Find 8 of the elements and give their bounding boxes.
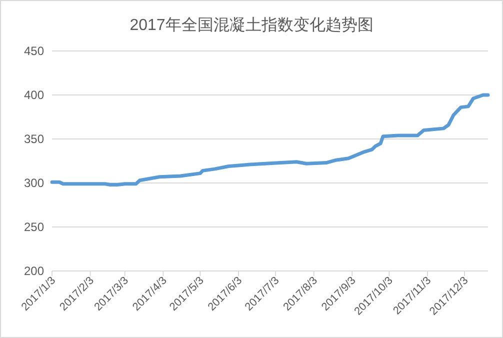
line-series <box>50 93 490 187</box>
y-tick-label: 350 <box>24 132 44 146</box>
y-tick-label: 450 <box>24 44 44 58</box>
y-tick-label: 250 <box>24 220 44 234</box>
y-tick-label: 300 <box>24 176 44 190</box>
y-tick-label: 400 <box>24 88 44 102</box>
chart-title: 2017年全国混凝土指数变化趋势图 <box>130 16 374 34</box>
y-tick-label: 200 <box>24 264 44 278</box>
